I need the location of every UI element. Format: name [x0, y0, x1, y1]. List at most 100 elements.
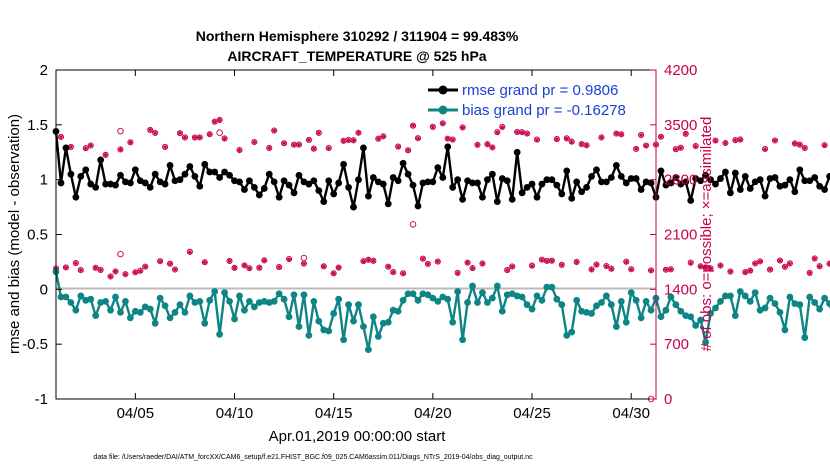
obs-assimilated-point: [107, 273, 114, 280]
obs-assimilated-point: [569, 139, 575, 145]
obs-assimilated-point: [88, 142, 94, 149]
obs-assimilated-point: [58, 134, 64, 140]
obs-assimilated-point: [316, 130, 322, 136]
obs-assimilated-point: [311, 146, 317, 152]
y-axis-label: rmse and bias (model - observation): [6, 114, 23, 354]
obs-assimilated-point: [78, 267, 84, 273]
bias-point: [568, 328, 576, 336]
obs-assimilated-point: [341, 138, 347, 144]
rmse-point: [404, 170, 412, 178]
rmse-point: [702, 171, 709, 179]
rmse-point: [627, 175, 635, 182]
bias-point: [171, 308, 179, 316]
rmse-point: [186, 163, 194, 170]
obs-assimilated-point: [727, 269, 733, 275]
bias-point: [295, 323, 303, 331]
obs-assimilated-point: [296, 142, 302, 148]
bias-point: [270, 297, 278, 305]
rmse-point: [741, 172, 749, 180]
y-tick-label: -1: [35, 391, 48, 408]
obs-assimilated-point: [336, 265, 342, 271]
bias-point: [726, 292, 734, 300]
obs-assimilated-point: [593, 262, 600, 268]
obs-assimilated-point: [266, 145, 272, 151]
obs-assimilated-point: [777, 258, 783, 264]
obs-assimilated-point: [117, 146, 124, 153]
bias-point: [771, 300, 779, 307]
bias-point: [702, 338, 709, 346]
obs-assimilated-point: [767, 266, 773, 273]
obs-assimilated-point: [321, 263, 327, 269]
bias-point: [781, 326, 789, 334]
bias-point: [107, 306, 114, 314]
obs-assimilated-point: [157, 258, 163, 264]
obs-assimilated-point: [142, 264, 148, 270]
obs-assimilated-point: [469, 265, 476, 271]
obs-assimilated-point: [395, 144, 401, 150]
y2-tick-label: 2800: [664, 172, 697, 189]
rmse-point: [265, 170, 273, 178]
bias-point: [707, 310, 714, 317]
x-tick-label: 04/30: [612, 405, 650, 422]
rmse-point: [796, 166, 804, 174]
rmse-point: [563, 167, 571, 175]
bias-point: [573, 296, 581, 304]
obs-assimilated-point: [484, 141, 491, 147]
bias-point: [241, 306, 248, 314]
obs-assimilated-point: [93, 265, 99, 271]
bias-point: [642, 297, 650, 305]
obs-assimilated-point: [197, 134, 203, 141]
obs-assimilated-point: [137, 268, 143, 274]
obs-assimilated-point: [271, 128, 277, 134]
bias-point: [369, 313, 377, 321]
obs-assimilated-point: [554, 136, 560, 142]
rmse-point: [543, 176, 551, 184]
rmse-point: [746, 185, 754, 192]
bias-point: [126, 314, 134, 322]
bias-point: [533, 292, 541, 300]
obs-assimilated-point: [355, 130, 362, 136]
rmse-point: [146, 183, 154, 191]
y-tick-label: 2: [40, 62, 48, 79]
legend-rmse-marker: [438, 85, 448, 95]
bias-point: [662, 306, 670, 314]
y2-tick-label: 4200: [664, 62, 697, 79]
bias-point: [677, 307, 685, 315]
rmse-point: [315, 187, 323, 195]
rmse-point: [607, 174, 615, 181]
bias-point: [404, 290, 412, 298]
rmse-point: [72, 193, 80, 201]
bias-point: [826, 300, 830, 307]
y2-tick-label: 1400: [664, 281, 697, 298]
obs-assimilated-point: [752, 260, 758, 267]
obs-assimilated-point: [98, 267, 104, 273]
rmse-point: [593, 166, 600, 174]
obs-assimilated-point: [420, 256, 426, 262]
rmse-point: [617, 172, 625, 180]
rmse-point: [245, 177, 253, 185]
obs-assimilated-point: [217, 117, 223, 123]
y-tick-label: -0.5: [22, 336, 48, 353]
obs-assimilated-point: [236, 147, 243, 153]
bias-point: [488, 294, 496, 302]
rmse-point: [211, 168, 219, 176]
obs-assimilated-point: [440, 120, 446, 126]
obs-assimilated-point: [415, 135, 421, 141]
obs-assimilated-point: [529, 263, 535, 269]
bias-point: [161, 302, 169, 310]
rmse-point: [786, 176, 794, 184]
rmse-point: [583, 183, 590, 191]
obs-assimilated-point: [445, 136, 451, 142]
obs-assimilated-point: [802, 145, 808, 151]
rmse-point: [117, 171, 124, 179]
obs-assimilated-point: [772, 137, 778, 144]
rmse-point: [275, 193, 283, 201]
bias-point: [479, 289, 486, 297]
rmse-point: [821, 186, 828, 193]
obs-assimilated-point: [807, 270, 813, 276]
rmse-point: [364, 192, 372, 200]
rmse-point: [57, 179, 65, 187]
bias-point: [350, 317, 357, 325]
rmse-point: [771, 174, 779, 181]
rmse-point: [647, 179, 655, 187]
